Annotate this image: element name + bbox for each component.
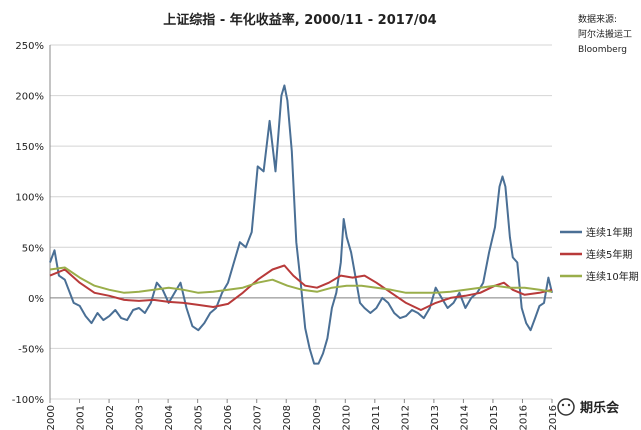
series-line [49, 264, 553, 311]
legend-label: 连续5年期 [586, 248, 632, 261]
x-tick-label: 2015 [489, 405, 500, 430]
source-line: 阿尔法搬运工 [578, 28, 632, 40]
x-axis-ticks: 2000 2001 2002 2003 2004 2005 2006 2007 2008 2009… [46, 399, 559, 430]
wechat-icon [557, 398, 575, 416]
x-tick-label: 2001 [76, 405, 87, 430]
y-tick-label: 150% [15, 142, 44, 153]
source-line: 数据来源: [578, 13, 617, 25]
chart-title: 上证综指 - 年化收益率, 2000/11 - 2017/04 [163, 12, 436, 28]
x-tick-label: 2006 [223, 405, 234, 430]
x-tick-label: 2012 [400, 405, 411, 430]
watermark-text: 期乐会 [580, 400, 620, 416]
x-tick-label: 2003 [135, 405, 146, 430]
series-line [49, 266, 553, 294]
x-tick-label: 2010 [341, 405, 352, 430]
y-tick-label: 100% [15, 193, 44, 204]
x-tick-label: 2013 [430, 405, 441, 430]
x-tick-label: 2008 [282, 405, 293, 430]
x-tick-label: 2009 [312, 405, 323, 430]
data-source-note: 数据来源: 阿尔法搬运工 Bloomberg [578, 13, 632, 55]
y-tick-label: 200% [15, 92, 44, 103]
x-tick-label: 2002 [105, 405, 116, 430]
x-tick-label: 2016 [548, 405, 559, 430]
x-tick-label: 2014 [459, 405, 470, 430]
y-axis-ticks: -100% -50% 0% 50% 100% 150% 200% 250% [12, 41, 44, 406]
series-lines [49, 84, 553, 365]
x-tick-label: 2007 [253, 405, 264, 430]
legend-label: 连续1年期 [586, 226, 632, 239]
y-tick-label: -50% [18, 344, 44, 355]
x-tick-label: 2004 [164, 405, 175, 430]
wechat-icon-eye [561, 403, 565, 407]
x-tick-label: 2005 [194, 405, 205, 430]
y-tick-label: 50% [22, 243, 44, 254]
y-tick-label: -100% [12, 395, 44, 406]
y-tick-label: 0% [28, 294, 44, 305]
x-tick-label: 2016 [518, 405, 529, 430]
x-tick-label: 2011 [371, 405, 382, 430]
source-line: Bloomberg [578, 45, 627, 55]
series-line [49, 84, 553, 365]
x-tick-label: 2000 [46, 405, 57, 430]
watermark: 期乐会 [557, 398, 620, 416]
legend-label: 连续10年期 [586, 270, 639, 283]
y-tick-label: 250% [15, 41, 44, 52]
wechat-icon-eye [567, 403, 571, 407]
grid [49, 44, 552, 400]
